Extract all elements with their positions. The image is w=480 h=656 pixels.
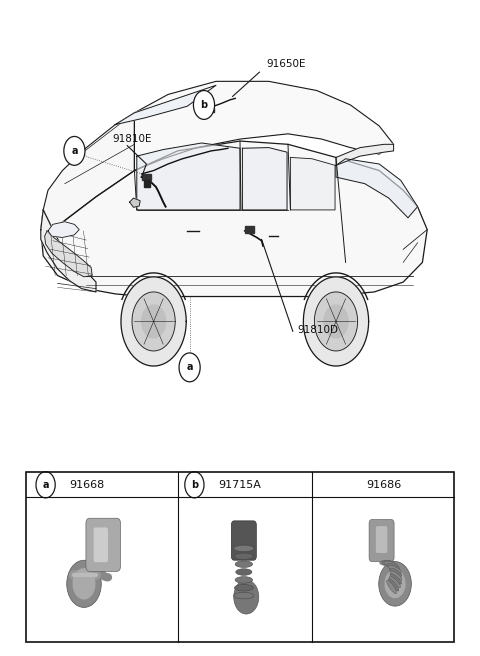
Ellipse shape [389,577,400,588]
Text: 91650E: 91650E [266,59,306,69]
Text: 91715A: 91715A [218,480,261,490]
Text: a: a [42,480,49,490]
Polygon shape [142,174,151,180]
Text: 91810E: 91810E [113,134,152,144]
Ellipse shape [390,571,402,581]
Circle shape [185,472,204,498]
Circle shape [234,580,259,614]
Polygon shape [41,210,96,292]
Polygon shape [303,277,369,366]
Ellipse shape [234,553,253,560]
Text: 91686: 91686 [366,480,402,490]
Polygon shape [48,222,79,237]
Circle shape [72,568,96,600]
Ellipse shape [236,569,252,575]
FancyBboxPatch shape [376,526,387,553]
Polygon shape [142,305,166,338]
FancyBboxPatch shape [94,527,108,562]
Text: b: b [201,100,207,110]
Polygon shape [242,148,287,210]
Ellipse shape [234,592,254,599]
Circle shape [64,136,85,165]
Polygon shape [115,85,216,125]
Polygon shape [336,159,418,218]
Ellipse shape [386,564,400,570]
Circle shape [67,560,101,607]
Ellipse shape [382,561,396,566]
Ellipse shape [235,577,252,583]
Ellipse shape [390,574,402,584]
Polygon shape [137,143,240,210]
FancyBboxPatch shape [369,520,394,562]
Ellipse shape [388,565,401,573]
Ellipse shape [384,562,398,567]
Polygon shape [132,292,175,351]
Polygon shape [336,144,394,165]
Polygon shape [245,226,254,233]
Circle shape [193,91,215,119]
FancyBboxPatch shape [231,521,256,560]
Polygon shape [43,113,134,230]
Polygon shape [45,231,92,277]
Ellipse shape [234,584,253,591]
Ellipse shape [234,545,254,552]
Ellipse shape [389,568,402,577]
Circle shape [384,569,406,598]
FancyBboxPatch shape [86,518,120,571]
Polygon shape [144,180,150,187]
Text: b: b [191,480,198,490]
Polygon shape [130,198,140,207]
Text: 91668: 91668 [70,480,105,490]
Ellipse shape [235,561,252,567]
Polygon shape [121,277,186,366]
Circle shape [379,562,411,606]
Circle shape [36,472,55,498]
Ellipse shape [386,581,396,594]
Polygon shape [41,141,427,297]
Text: a: a [71,146,78,156]
Text: a: a [186,362,193,373]
Circle shape [179,353,200,382]
Polygon shape [324,305,348,338]
Text: 91810D: 91810D [298,325,338,335]
Polygon shape [314,292,358,351]
Bar [26,472,454,642]
Polygon shape [290,157,335,210]
Ellipse shape [388,579,399,591]
Ellipse shape [380,560,393,565]
Polygon shape [134,81,394,171]
